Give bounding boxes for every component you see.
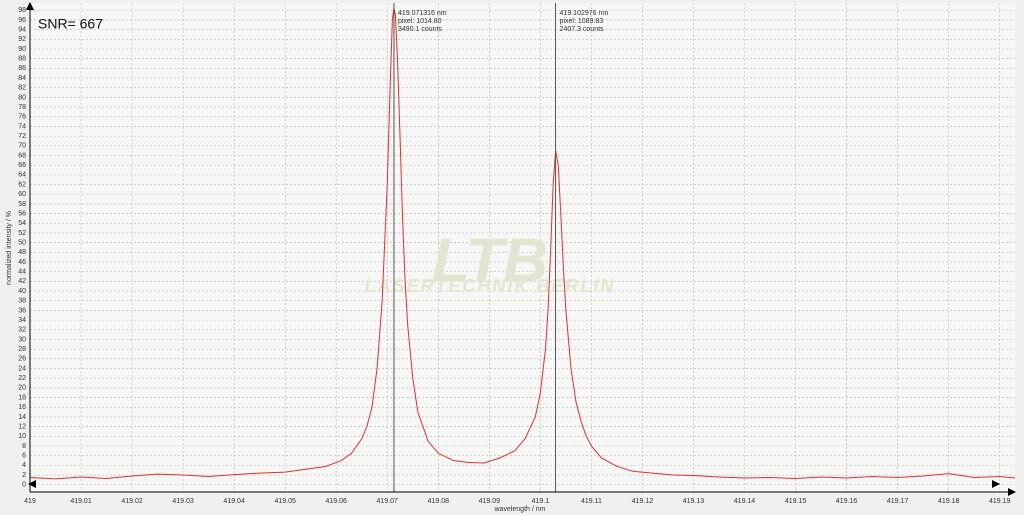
y-tick-label: 68: [18, 152, 26, 159]
y-tick-label: 38: [18, 298, 26, 305]
cursor-label: pixel: 1014.80: [398, 18, 442, 25]
y-tick-label: 36: [18, 307, 26, 314]
y-tick-label: 16: [18, 404, 26, 411]
cursor-arrow-right: [992, 480, 1000, 488]
y-tick-label: 88: [18, 56, 26, 63]
y-tick-label: 78: [18, 104, 26, 111]
cursor-label: 3490.1 counts: [398, 26, 442, 33]
y-tick-label: 28: [18, 346, 26, 353]
y-tick-label: 8: [22, 443, 26, 450]
x-tick-label: 419.18: [938, 498, 960, 505]
y-tick-label: 6: [22, 453, 26, 460]
y-tick-label: 94: [18, 26, 26, 33]
y-tick-label: 56: [18, 210, 26, 217]
y-tick-label: 82: [18, 85, 26, 92]
y-tick-label: 44: [18, 269, 26, 276]
y-tick-label: 48: [18, 249, 26, 256]
watermark-text: LASERTECHNIK BERLIN: [365, 276, 616, 296]
x-tick-label: 419.09: [479, 498, 501, 505]
cursor-label: 419.071316 nm: [398, 10, 447, 17]
y-tick-label: 30: [18, 336, 26, 343]
y-tick-label: 50: [18, 240, 26, 247]
y-tick-label: 66: [18, 162, 26, 169]
cursor-arrow-left: [28, 480, 36, 488]
y-tick-label: 86: [18, 65, 26, 72]
y-tick-label: 72: [18, 133, 26, 140]
x-tick-label: 419.15: [785, 498, 807, 505]
plot-area: [30, 3, 1015, 492]
x-tick-label: 419.07: [377, 498, 399, 505]
y-tick-label: 74: [18, 123, 26, 130]
y-tick-label: 20: [18, 385, 26, 392]
x-tick-label: 419.05: [274, 498, 296, 505]
y-tick-label: 2: [22, 472, 26, 479]
y-tick-label: 62: [18, 181, 26, 188]
spectrum-line: [29, 7, 1016, 480]
snr-label: SNR= 667: [38, 16, 103, 32]
cursor-label: pixel: 1089.83: [560, 18, 604, 25]
y-tick-label: 98: [18, 7, 26, 14]
x-tick-label: 419.12: [632, 498, 654, 505]
y-tick-label: 12: [18, 423, 26, 430]
y-tick-label: 10: [18, 433, 26, 440]
y-tick-label: 4: [22, 462, 26, 469]
x-tick-label: 419.01: [70, 498, 92, 505]
y-tick-label: 96: [18, 17, 26, 24]
y-tick-label: 76: [18, 114, 26, 121]
watermark-logo: LTB: [432, 226, 548, 295]
y-tick-label: 46: [18, 259, 26, 266]
x-tick-label: 419.06: [326, 498, 348, 505]
x-tick-label: 419.02: [121, 498, 143, 505]
y-tick-label: 24: [18, 365, 26, 372]
y-tick-label: 92: [18, 36, 26, 43]
x-tick-label: 419.17: [887, 498, 909, 505]
y-tick-label: 32: [18, 327, 26, 334]
y-tick-label: 64: [18, 172, 26, 179]
x-tick-label: 419.1: [532, 498, 550, 505]
y-tick-label: 14: [18, 414, 26, 421]
y-tick-label: 0: [22, 482, 26, 489]
y-tick-label: 54: [18, 220, 26, 227]
x-axis-label: wavelength / nm: [494, 506, 546, 513]
y-tick-label: 22: [18, 375, 26, 382]
y-axis-label: normalized intensity / %: [6, 211, 13, 285]
x-tick-label: 419: [24, 498, 36, 505]
y-tick-label: 58: [18, 201, 26, 208]
y-tick-label: 90: [18, 46, 26, 53]
x-tick-label: 419.04: [223, 498, 245, 505]
cursor-label: 2407.3 counts: [560, 26, 604, 33]
y-tick-label: 40: [18, 288, 26, 295]
y-tick-label: 52: [18, 230, 26, 237]
x-tick-label: 419.03: [172, 498, 194, 505]
y-tick-label: 42: [18, 278, 26, 285]
y-tick-label: 26: [18, 356, 26, 363]
y-axis-arrow: [26, 2, 34, 10]
x-tick-label: 419.14: [734, 498, 756, 505]
x-axis-arrow: [1008, 488, 1016, 496]
grid: [29, 3, 1015, 492]
y-tick-label: 80: [18, 94, 26, 101]
y-tick-label: 70: [18, 143, 26, 150]
y-tick-label: 18: [18, 394, 26, 401]
x-tick-label: 419.16: [836, 498, 858, 505]
cursor-label: 419.102976 nm: [560, 10, 609, 17]
x-tick-label: 419.13: [683, 498, 705, 505]
x-tick-label: 419.08: [428, 498, 450, 505]
y-tick-label: 60: [18, 191, 26, 198]
y-tick-label: 34: [18, 317, 26, 324]
y-tick-label: 84: [18, 75, 26, 82]
x-tick-label: 419.19: [989, 498, 1011, 505]
x-tick-label: 419.11: [581, 498, 602, 505]
